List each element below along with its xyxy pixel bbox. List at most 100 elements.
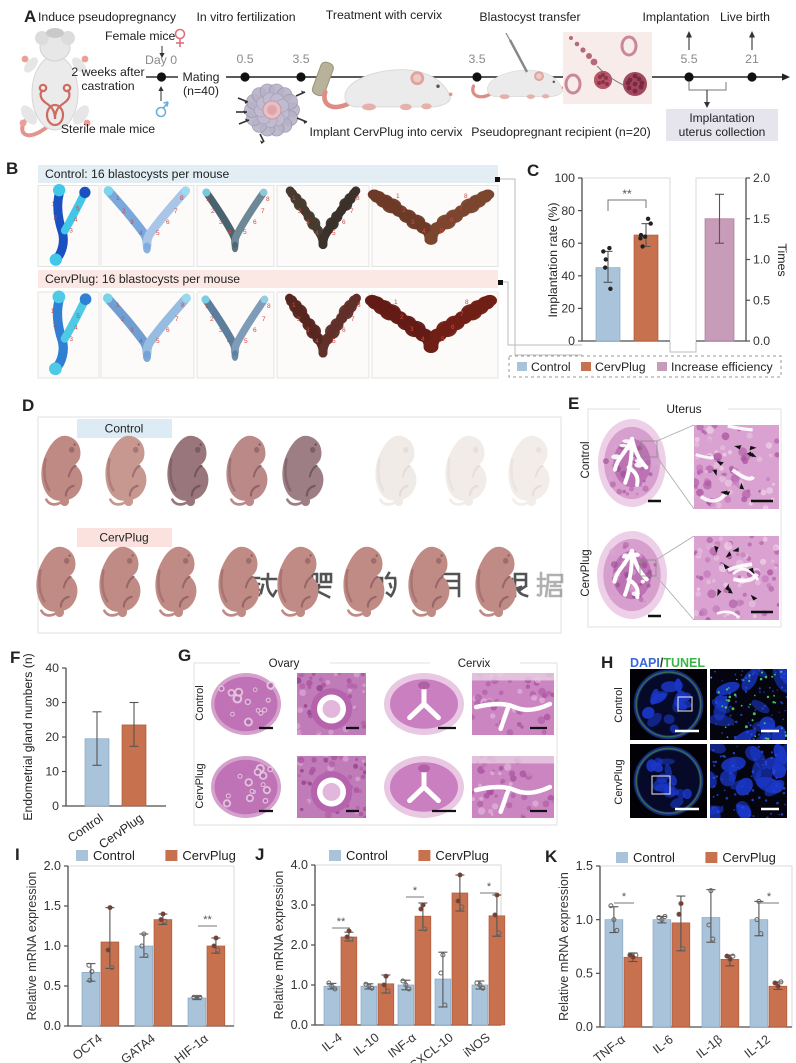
svg-text:Control: Control	[105, 422, 144, 436]
svg-text:1.5: 1.5	[753, 212, 770, 226]
svg-text:Increase efficiency: Increase efficiency	[671, 360, 773, 374]
svg-text:3: 3	[411, 219, 415, 226]
svg-text:8: 8	[465, 299, 469, 306]
svg-text:8: 8	[266, 196, 270, 203]
svg-text:Cervix: Cervix	[458, 658, 491, 670]
svg-text:6: 6	[253, 219, 257, 226]
svg-text:Day 0: Day 0	[145, 53, 177, 67]
svg-text:1.0: 1.0	[753, 253, 770, 267]
svg-text:*: *	[487, 881, 492, 893]
svg-text:E: E	[568, 394, 579, 413]
svg-text:DAPI/TUNEL: DAPI/TUNEL	[630, 656, 705, 670]
svg-text:Pseudopregnant recipient (n=20: Pseudopregnant recipient (n=20)	[471, 125, 650, 139]
svg-text:Times: Times	[775, 243, 789, 276]
svg-text:Control: Control	[613, 687, 625, 722]
svg-text:4: 4	[139, 230, 143, 237]
svg-text:1: 1	[394, 299, 398, 306]
svg-text:4: 4	[315, 230, 319, 237]
svg-text:2: 2	[402, 207, 406, 214]
svg-text:H: H	[601, 653, 613, 672]
svg-text:1: 1	[51, 201, 55, 208]
svg-text:Relative mRNA expression: Relative mRNA expression	[25, 872, 39, 1021]
svg-text:3: 3	[306, 327, 310, 334]
svg-text:Mating: Mating	[183, 70, 220, 84]
svg-text:A: A	[24, 7, 36, 26]
svg-text:Ovary: Ovary	[269, 658, 300, 670]
svg-text:Female mice: Female mice	[105, 29, 176, 43]
svg-text:2: 2	[54, 214, 58, 221]
svg-text:4: 4	[139, 338, 143, 345]
svg-text:3: 3	[219, 219, 223, 226]
svg-text:3.5: 3.5	[468, 52, 485, 66]
svg-text:21: 21	[745, 52, 759, 66]
svg-text:Implant CervPlug into cervix: Implant CervPlug into cervix	[309, 125, 463, 139]
svg-text:6: 6	[166, 327, 170, 334]
svg-text:8: 8	[267, 303, 271, 310]
svg-text:5: 5	[441, 336, 445, 343]
svg-text:CervPlug: CervPlug	[613, 759, 625, 804]
svg-text:Endometrial gland numbers (n): Endometrial gland numbers (n)	[21, 653, 35, 820]
svg-text:**: **	[337, 916, 346, 928]
svg-text:Uterus: Uterus	[666, 402, 701, 416]
svg-text:6: 6	[451, 324, 455, 331]
svg-text:Live birth: Live birth	[720, 10, 770, 24]
svg-text:castration: castration	[81, 79, 134, 93]
svg-text:3: 3	[219, 327, 223, 334]
svg-text:7: 7	[174, 208, 178, 215]
svg-text:3: 3	[69, 228, 73, 235]
svg-text:Implantation: Implantation	[643, 10, 710, 24]
svg-text:0.0: 0.0	[576, 1020, 593, 1034]
svg-text:0.5: 0.5	[576, 967, 593, 981]
svg-text:6: 6	[166, 219, 170, 226]
svg-text:100: 100	[554, 171, 575, 185]
svg-text:Control: Control	[93, 848, 135, 863]
svg-text:7: 7	[459, 205, 463, 212]
svg-text:30: 30	[45, 696, 59, 710]
svg-text:40: 40	[561, 269, 575, 283]
svg-text:Control: Control	[633, 850, 675, 865]
svg-text:2: 2	[298, 208, 302, 215]
svg-text:60: 60	[561, 236, 575, 250]
svg-text:1.5: 1.5	[44, 899, 61, 913]
svg-text:Control: Control	[531, 360, 571, 374]
svg-text:CervPlug: CervPlug	[435, 848, 488, 863]
svg-text:0.5: 0.5	[236, 52, 253, 66]
svg-text:Implantation rate (%): Implantation rate (%)	[546, 202, 560, 317]
svg-text:B: B	[6, 159, 18, 178]
svg-text:0.5: 0.5	[44, 979, 61, 993]
svg-text:Control: Control	[194, 685, 206, 720]
svg-text:8: 8	[180, 195, 184, 202]
svg-text:4: 4	[422, 228, 426, 235]
svg-text:2: 2	[210, 316, 214, 323]
svg-text:4.0: 4.0	[291, 858, 308, 872]
svg-text:D: D	[22, 396, 34, 415]
svg-text:0: 0	[568, 334, 575, 348]
svg-text:Control: Control	[346, 848, 388, 863]
svg-text:*: *	[413, 885, 418, 897]
svg-text:5.5: 5.5	[680, 52, 697, 66]
svg-text:5: 5	[243, 229, 247, 236]
svg-text:7: 7	[351, 316, 355, 323]
svg-text:7: 7	[350, 208, 354, 215]
svg-text:CervPlug: CervPlug	[194, 763, 206, 808]
svg-text:5: 5	[332, 230, 336, 237]
svg-text:0.5: 0.5	[753, 293, 770, 307]
svg-text:Induce pseudopregnancy: Induce pseudopregnancy	[38, 10, 177, 24]
svg-text:Treatment with cervix: Treatment with cervix	[326, 8, 443, 22]
svg-text:CervPlug: CervPlug	[182, 848, 235, 863]
svg-text:3.0: 3.0	[291, 898, 308, 912]
svg-text:3: 3	[130, 327, 134, 334]
svg-text:3.5: 3.5	[292, 52, 309, 66]
svg-text:Control: Control	[580, 441, 592, 478]
svg-text:3: 3	[306, 219, 310, 226]
svg-text:K: K	[545, 847, 558, 866]
svg-text:3: 3	[130, 219, 134, 226]
svg-text:5: 5	[440, 228, 444, 235]
svg-text:0.0: 0.0	[44, 1019, 61, 1033]
svg-text:*: *	[767, 891, 772, 903]
svg-text:**: **	[203, 914, 212, 926]
svg-text:8: 8	[357, 302, 361, 309]
svg-text:6: 6	[342, 327, 346, 334]
svg-text:2: 2	[297, 316, 301, 323]
svg-text:8: 8	[181, 302, 185, 309]
